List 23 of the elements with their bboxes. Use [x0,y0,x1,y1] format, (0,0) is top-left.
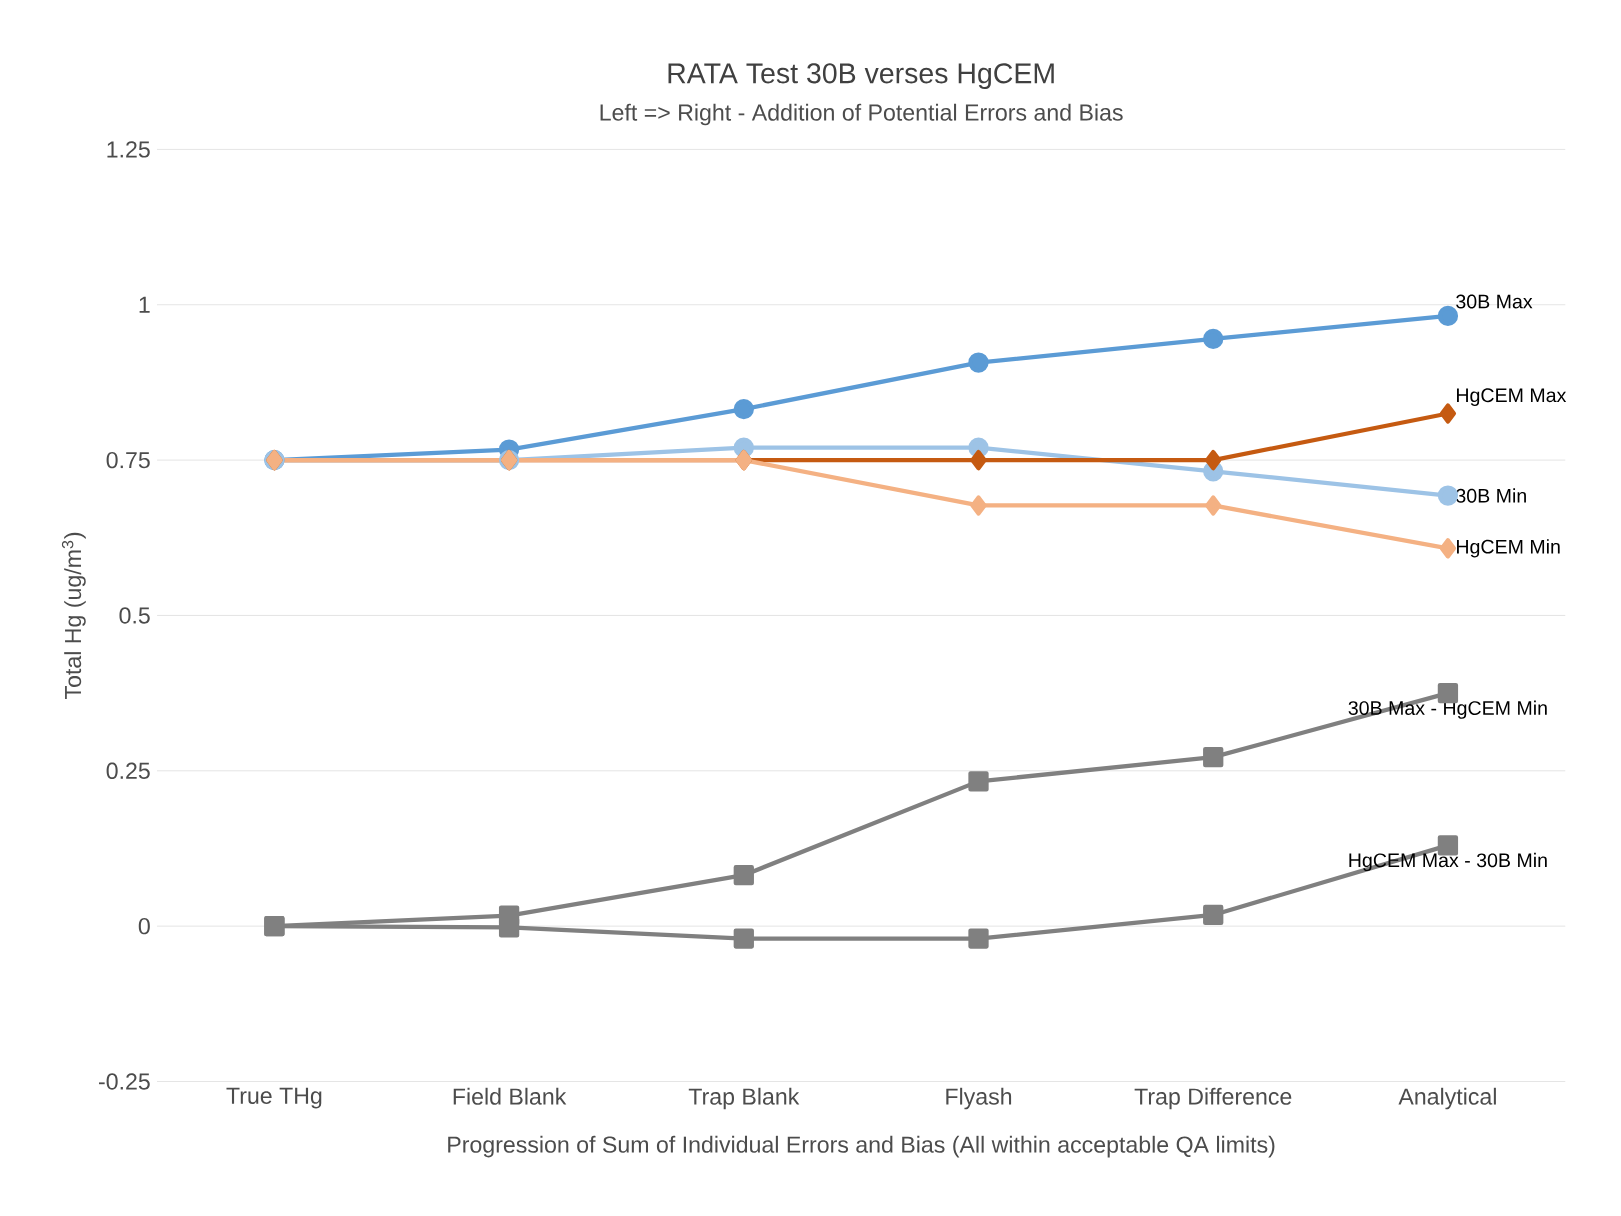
x-tick-label: Trap Difference [1134,1087,1292,1110]
series-label: HgCEM Min [1457,539,1560,558]
x-tick-label: Field Blank [453,1087,567,1105]
x-tick-label: True THg [226,1087,322,1109]
x-tick-label: Analytical [1398,1087,1496,1110]
series-label: 30B Max - HgCEM Min [1348,700,1547,719]
y-tick-label: 1 [139,296,150,313]
y-axis-title: Total Hg (ug/m$^{3}$) [61,532,86,700]
x-axis-title: Progression of Sum of Individual Errors and Bias (All within acceptable QA limits) [448,1135,1275,1158]
y-tick-label: 1.25 [107,141,150,158]
y-tick-label: 0.5 [119,607,150,624]
y-tick-label: 0 [138,918,150,935]
x-tick-label: Trap Blank [688,1087,800,1110]
series-label: HgCEM Max [1457,388,1567,407]
y-tick-label: 0.25 [106,762,150,780]
y-tick-label: 0.75 [106,452,150,469]
chart-subtitle: Left => Right - Addition of Potential Errors and Bias [600,103,1123,126]
x-tick-label: Flyash [946,1087,1012,1110]
series-label: 30B Min [1456,488,1526,503]
series-label: 30B Max [1456,294,1533,309]
chart-title: RATA Test 30B verses HgCEM [668,63,1054,90]
series-label: HgCEM Max - 30B Min [1349,852,1547,872]
y-tick-label: -0.25 [99,1073,150,1090]
